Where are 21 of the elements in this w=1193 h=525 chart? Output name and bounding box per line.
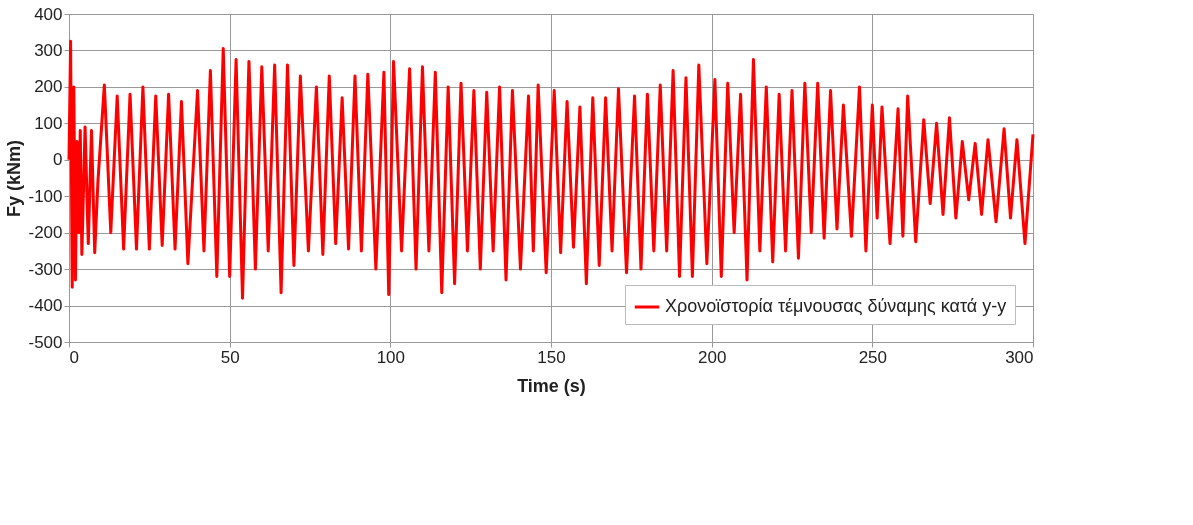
y-tick-label: -300 [28,259,63,279]
y-tick-label: 100 [34,113,63,133]
x-tick-label: 300 [1005,347,1034,367]
y-axis-title: Fy (kNm) [4,139,25,218]
x-tick-label: 0 [69,347,79,367]
y-tick-label: -200 [28,223,63,243]
y-tick-label: -500 [28,332,63,352]
y-tick-label: 0 [53,150,63,170]
y-tick-label: -400 [28,296,63,316]
y-tick-label: 200 [34,77,63,97]
x-tick-label: 50 [220,347,240,367]
y-tick-label: 300 [34,40,63,60]
line-series [67,39,1035,300]
x-tick-label: 200 [697,347,727,367]
x-tick-label: 150 [537,347,566,367]
x-tick-label: 250 [858,347,888,367]
y-tick-label: -100 [28,186,63,206]
x-tick-label: 100 [376,347,406,367]
legend-label: Χρονοϊστορία τέμνουσας δύναμης κατά y-y [665,296,1007,316]
y-tick-label: 400 [34,4,63,24]
x-axis-title: Time (s) [517,375,586,396]
